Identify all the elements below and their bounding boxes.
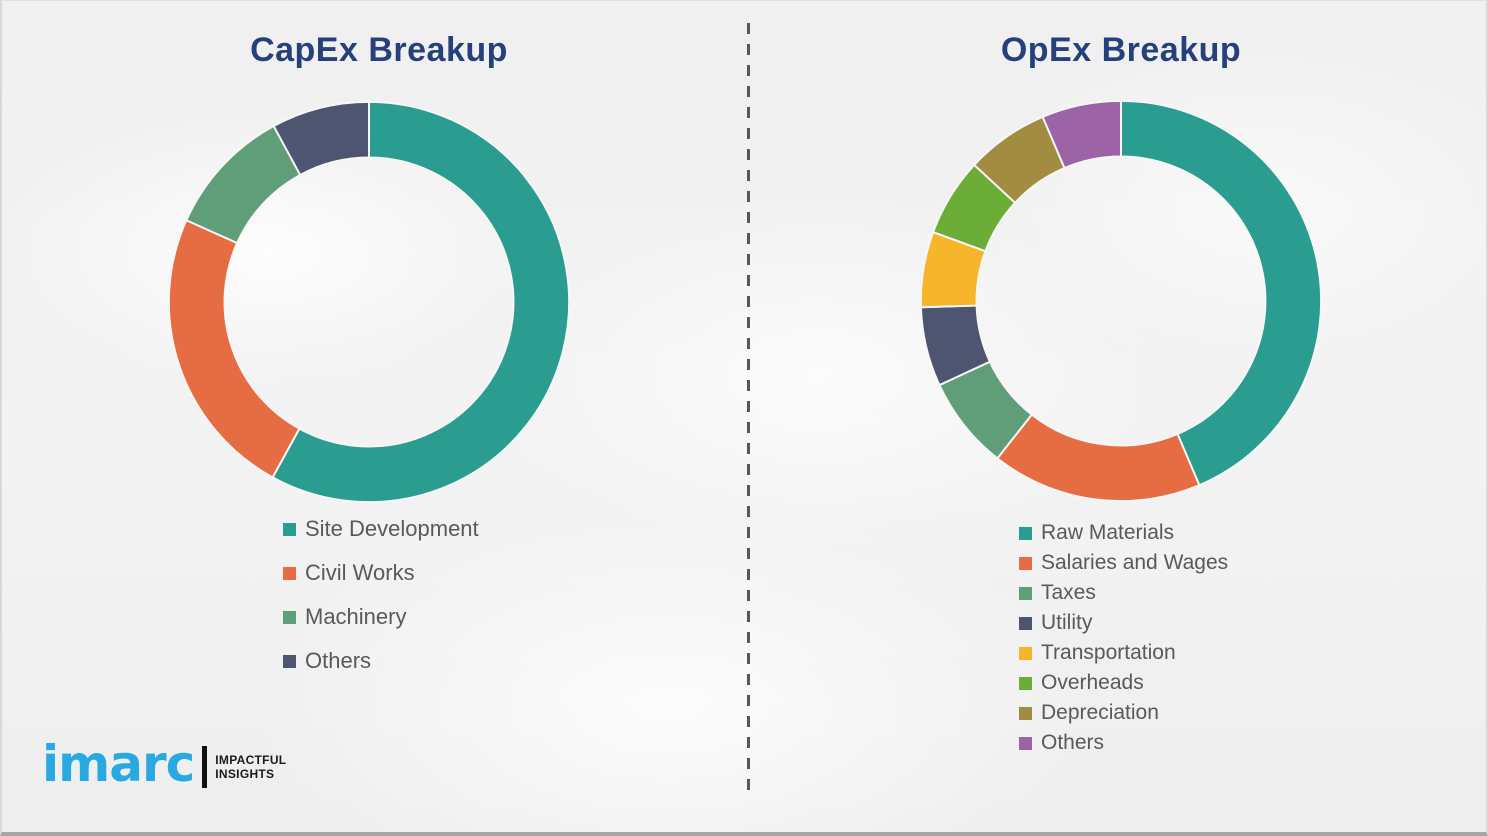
legend-item: Overheads — [1019, 668, 1228, 698]
legend-color-swatch — [1019, 556, 1032, 570]
legend-color-swatch — [283, 654, 296, 668]
legend-label: Overheads — [1041, 671, 1144, 694]
legend-item: Taxes — [1019, 578, 1228, 608]
legend-item: Others — [1019, 728, 1228, 758]
opex-donut-chart — [916, 96, 1326, 506]
donut-segment — [1120, 99, 1323, 487]
legend-label: Taxes — [1041, 581, 1096, 604]
legend-item: Others — [283, 639, 479, 683]
legend-item: Site Development — [283, 507, 479, 551]
legend-label: Utility — [1041, 611, 1093, 634]
imarc-logo-wordmark: imarc — [42, 735, 195, 793]
legend-label: Others — [305, 648, 372, 673]
legend-label: Machinery — [305, 604, 407, 629]
legend-label: Site Development — [305, 516, 479, 541]
donut-segment — [272, 100, 370, 176]
imarc-logo-tagline: IMPACTFUL INSIGHTS — [215, 753, 287, 781]
legend-color-swatch — [1019, 736, 1032, 750]
legend-item: Utility — [1019, 608, 1228, 638]
legend-label: Salaries and Wages — [1041, 551, 1229, 574]
opex-legend: Raw Materials Salaries and Wages Taxes U… — [1019, 518, 1228, 758]
legend-item: Raw Materials — [1019, 518, 1228, 548]
legend-item: Transportation — [1019, 638, 1228, 668]
capex-donut-chart — [164, 97, 574, 507]
imarc-logo: imarc IMPACTFUL INSIGHTS — [42, 739, 286, 789]
legend-color-swatch — [1019, 526, 1032, 540]
legend-color-swatch — [1019, 616, 1032, 630]
dashed-divider — [747, 23, 750, 799]
donut-segment — [271, 100, 571, 504]
legend-item: Civil Works — [283, 551, 479, 595]
donut-segment — [996, 413, 1201, 503]
legend-label: Raw Materials — [1041, 521, 1175, 544]
legend-label: Transportation — [1041, 641, 1176, 664]
legend-label: Depreciation — [1041, 701, 1159, 724]
donut-segment — [1041, 99, 1122, 170]
legend-label: Others — [1041, 731, 1105, 754]
legend-color-swatch — [283, 566, 296, 580]
legend-color-swatch — [283, 610, 296, 624]
capex-legend: Site Development Civil Works Machinery O… — [283, 507, 479, 683]
legend-item: Salaries and Wages — [1019, 548, 1228, 578]
capex-chart-title: CapEx Breakup — [250, 31, 508, 69]
imarc-logo-divider-bar — [202, 746, 208, 788]
legend-color-swatch — [1019, 586, 1032, 600]
legend-label: Civil Works — [305, 560, 415, 585]
donut-segment — [167, 219, 301, 479]
legend-color-swatch — [283, 522, 296, 536]
legend-color-swatch — [1019, 646, 1032, 660]
legend-color-swatch — [1019, 676, 1032, 690]
opex-chart-title: OpEx Breakup — [1000, 31, 1242, 69]
legend-item: Machinery — [283, 595, 479, 639]
legend-color-swatch — [1019, 706, 1032, 720]
legend-item: Depreciation — [1019, 698, 1228, 728]
